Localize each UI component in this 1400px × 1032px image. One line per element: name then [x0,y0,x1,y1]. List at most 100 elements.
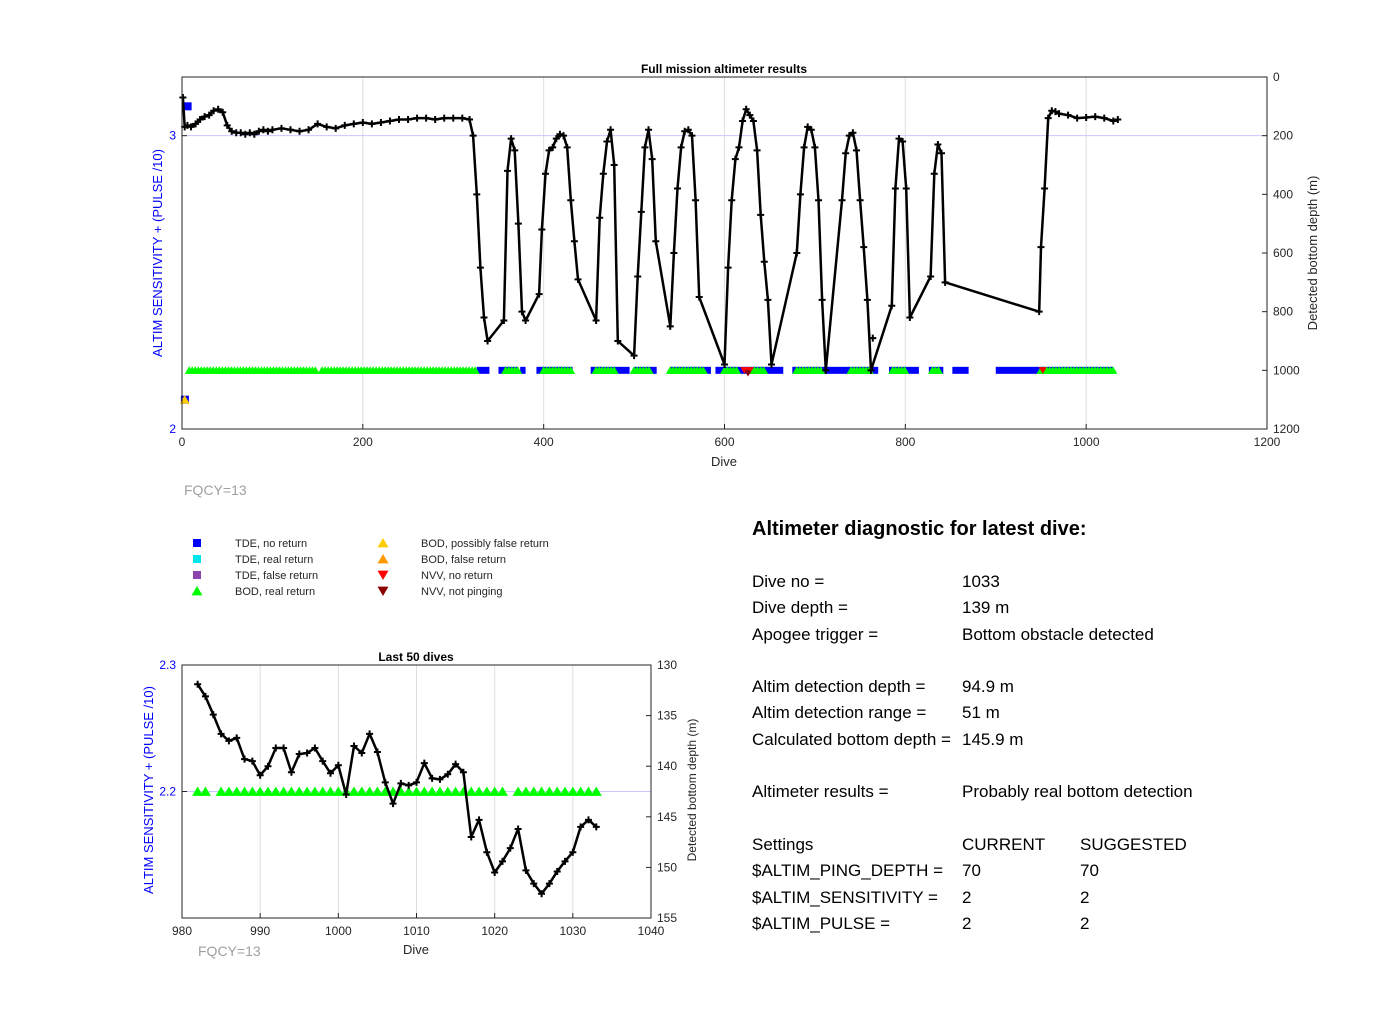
depth-point [241,755,249,763]
x-tick-label: 800 [895,435,915,449]
depth-point [742,105,750,113]
depth-point [514,825,522,833]
depth-point [845,132,853,140]
altim-depth-value: 94.9 m [962,677,1014,697]
altim-depth-label: Altim detection depth = [752,677,926,697]
depth-point [728,196,736,204]
small-chart-xlabel: Dive [403,942,429,957]
depth-point [856,196,864,204]
bod-real-return-marker [199,786,211,796]
apogee-label: Apogee trigger = [752,624,879,644]
depth-point [670,249,678,257]
depth-point [305,126,313,134]
bod-real-return-marker [551,786,563,796]
depth-point [731,155,739,163]
setting-name: $ALTIM_PING_DEPTH = [752,861,943,881]
dive-depth-row: Dive depth = 139 m [752,595,1193,621]
bod-real-return-marker [262,786,274,796]
depth-point [906,314,914,322]
altim-range-value: 51 m [962,703,1000,723]
depth-point [377,118,385,126]
depth-point [1091,113,1099,121]
bod-real-return-marker [816,366,826,374]
depth-point [358,749,366,757]
legend-item-label: BOD, real return [235,586,315,598]
depth-point [577,823,585,831]
x-tick-label: 1030 [559,924,586,938]
depth-point [476,264,484,272]
small-chart-markers [192,786,602,796]
tde-no-return-marker [476,366,490,374]
calc-depth-row: Calculated bottom depth = 145.9 m [752,727,1193,753]
setting-suggested: 2 [1080,913,1090,933]
depth-point [849,129,857,137]
bod-real-return-marker [301,786,313,796]
depth-point [530,880,538,888]
depth-point [194,680,202,688]
altim-range-row: Altim detection range = 51 m [752,700,1193,726]
depth-point [807,126,815,134]
legend-item-label: BOD, possibly false return [421,538,549,550]
main-chart-xlabel: Dive [711,454,737,469]
depth-point [295,750,303,758]
main-chart-markers [179,102,1118,404]
last-50-dives-chart: 980 990 1000 1010 1020 1030 1040 2.2 2.3 130 135 14… [141,650,699,957]
depth-point [248,757,256,765]
depth-point [219,108,227,116]
y2-tick-label: 1200 [1273,422,1300,436]
depth-point [431,116,439,124]
depth-point [205,111,213,119]
y2-tick-label: 150 [657,860,677,874]
y2-tick-label: 600 [1273,246,1293,260]
depth-point [233,734,241,742]
depth-point [695,293,703,301]
small-chart-ticks: 980 990 1000 1010 1020 1030 1040 2.2 2.3 130 135 14… [159,658,677,938]
setting-row: $ALTIM_SENSITIVITY = 2 2 [752,885,1193,911]
depth-point [475,816,483,824]
depth-point [264,127,272,135]
depth-point [541,170,549,178]
depth-point [223,121,231,129]
depth-point [196,116,204,124]
depth-point [192,120,200,128]
depth-point [796,190,804,198]
depth-point [538,226,546,234]
depth-point [592,316,600,324]
depth-outlier-point [869,334,877,342]
y2-tick-label: 800 [1273,305,1293,319]
depth-point [469,132,477,140]
depth-point [749,117,757,125]
depth-point [228,127,236,135]
depth-point [681,127,689,135]
depth-point [860,243,868,251]
bod-real-return-marker [528,786,540,796]
depth-point [483,848,491,856]
depth-point [507,135,515,143]
bod-real-return-marker [246,786,258,796]
depth-point [760,258,768,266]
bod-real-return-marker [582,786,594,796]
depth-point [764,296,772,304]
suggested-label: SUGGESTED [1080,834,1187,854]
depth-point [341,121,349,129]
legend-item-label: TDE, false return [235,570,318,582]
depth-point [902,184,910,192]
apogee-value: Bottom obstacle detected [962,624,1154,644]
bod-real-return-marker [512,786,524,796]
depth-point [596,214,604,222]
depth-point [927,272,935,280]
bod-real-return-marker [933,366,943,374]
bod-real-return-marker [364,786,376,796]
main-chart-grid [182,77,1267,429]
depth-point [934,140,942,148]
depth-point [183,121,191,129]
dive-no-label: Dive no = [752,572,825,591]
bod-real-return-marker [348,786,360,796]
depth-point [552,135,560,143]
y2-tick-label: 155 [657,911,677,925]
y2-tick-label: 400 [1273,187,1293,201]
depth-point [815,196,823,204]
depth-point [641,143,649,151]
bod-real-return-marker [567,786,579,796]
depth-point [484,337,492,345]
